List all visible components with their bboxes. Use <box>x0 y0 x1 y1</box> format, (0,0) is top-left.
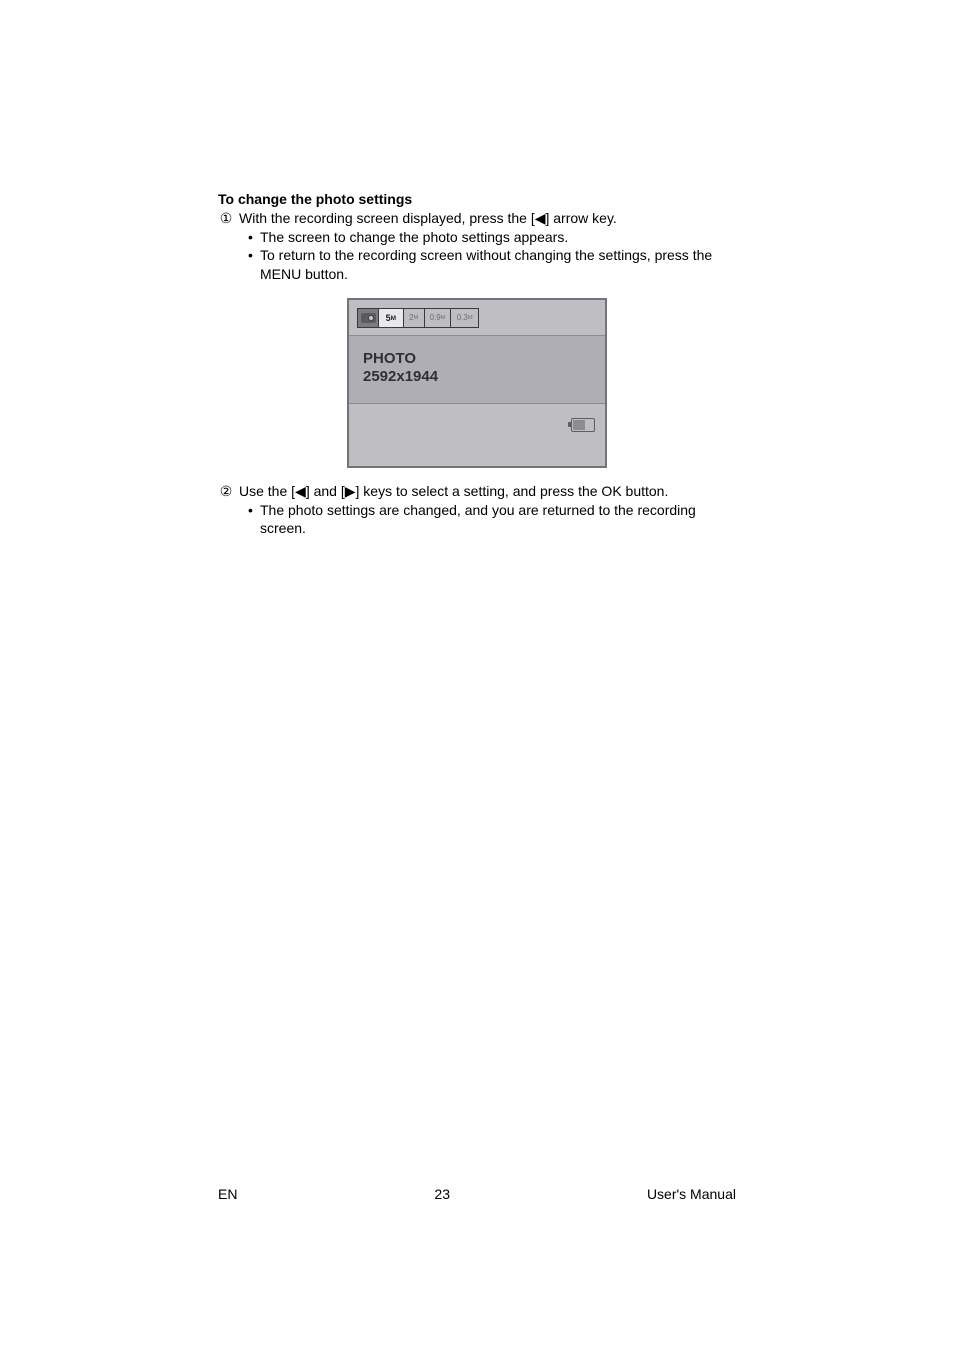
battery-icon <box>571 418 595 432</box>
footer-manual-title: User's Manual <box>647 1186 736 1202</box>
left-arrow-icon: ◀ <box>295 483 306 499</box>
list-item: • The screen to change the photo setting… <box>248 228 736 247</box>
step-1-bullets: • The screen to change the photo setting… <box>248 228 736 284</box>
step-2: ② Use the [◀] and [▶] keys to select a s… <box>218 482 736 501</box>
resolution-option: 2M <box>404 309 425 327</box>
bullet-icon: • <box>248 228 260 247</box>
lcd-screen: 5M 2M 0.9M 0.3M PHOTO 2592x1944 <box>347 298 607 468</box>
page: To change the photo settings ① With the … <box>0 0 954 1352</box>
bullet-text: The screen to change the photo settings … <box>260 228 736 247</box>
step-2-t1: Use the [ <box>239 483 295 499</box>
list-item: • The photo settings are changed, and yo… <box>248 501 736 538</box>
lcd-screen-figure: 5M 2M 0.9M 0.3M PHOTO 2592x1944 <box>218 298 736 468</box>
resolution-option: 0.3M <box>451 309 478 327</box>
camera-body <box>361 313 376 323</box>
res-opt-num: 0.3 <box>457 313 468 322</box>
resolution-option: 0.9M <box>425 309 452 327</box>
res-opt-m: M <box>441 315 446 321</box>
res-active-m: M <box>391 315 396 322</box>
list-item: • To return to the recording screen with… <box>248 246 736 283</box>
bullet-icon: • <box>248 501 260 520</box>
lcd-label-resolution: 2592x1944 <box>363 368 591 387</box>
heading-change-photo-settings: To change the photo settings <box>218 190 736 209</box>
lcd-bottom <box>349 404 605 446</box>
lcd-mid: PHOTO 2592x1944 <box>349 336 605 405</box>
lcd-top-bar: 5M 2M 0.9M 0.3M <box>349 300 605 336</box>
step-2-text: Use the [◀] and [▶] keys to select a set… <box>239 482 736 501</box>
bullet-text: The photo settings are changed, and you … <box>260 501 736 538</box>
step-2-t2: ] and [ <box>306 483 345 499</box>
res-opt-num: 0.9 <box>430 313 441 322</box>
right-arrow-icon: ▶ <box>345 483 356 499</box>
res-opt-m: M <box>414 315 419 321</box>
step-2-number: ② <box>218 482 234 501</box>
footer-language: EN <box>218 1186 237 1202</box>
step-1-text: With the recording screen displayed, pre… <box>239 209 736 228</box>
resolution-bar: 5M 2M 0.9M 0.3M <box>357 308 479 328</box>
step-1-text-after: ] arrow key. <box>545 210 616 226</box>
battery-fill <box>573 420 585 430</box>
step-1-number: ① <box>218 209 234 228</box>
res-opt-m: M <box>468 315 473 321</box>
lcd-label-photo: PHOTO <box>363 350 591 369</box>
step-1: ① With the recording screen displayed, p… <box>218 209 736 228</box>
step-1-text-before: With the recording screen displayed, pre… <box>239 210 535 226</box>
step-2-t3: ] keys to select a setting, and press th… <box>356 483 669 499</box>
bullet-icon: • <box>248 246 260 265</box>
page-footer: EN 23 User's Manual <box>218 1186 736 1202</box>
resolution-active: 5M <box>379 309 404 327</box>
camera-lens <box>368 315 374 321</box>
left-arrow-icon: ◀ <box>535 210 546 226</box>
step-2-bullets: • The photo settings are changed, and yo… <box>248 501 736 538</box>
footer-page-number: 23 <box>434 1186 450 1202</box>
bullet-text: To return to the recording screen withou… <box>260 246 736 283</box>
camera-icon <box>358 309 379 327</box>
